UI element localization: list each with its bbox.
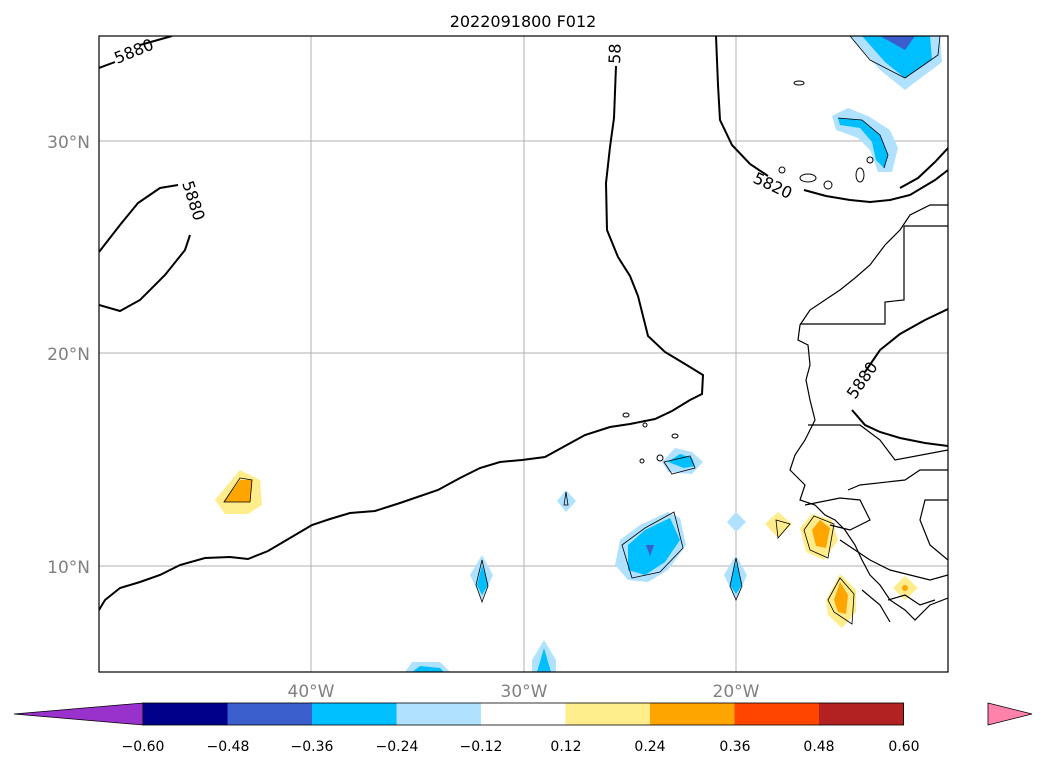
colorbar-tick: −0.60 (122, 739, 165, 755)
colorbar-tick: 0.48 (803, 739, 834, 755)
colorbar-tick: −0.36 (291, 739, 334, 755)
colorbar-segment (819, 703, 904, 725)
colorbar-segment (565, 703, 651, 725)
anomaly-shading (215, 36, 942, 672)
colorbar-segment (734, 703, 820, 725)
colorbar-tick-labels: −0.60 −0.48 −0.36 −0.24 −0.12 0.12 0.24 … (122, 739, 920, 755)
colorbar: −0.60 −0.48 −0.36 −0.24 −0.12 0.12 0.24 … (13, 702, 1033, 755)
longitude-labels: 40°W 30°W 20°W (288, 682, 760, 702)
colorbar-tick: −0.48 (207, 739, 250, 755)
colorbar-tick: −0.12 (460, 739, 503, 755)
colorbar-segment (650, 703, 735, 725)
colorbar-tick: 0.36 (719, 739, 750, 755)
colorbar-segment (481, 703, 566, 725)
contour-label: 58 (605, 43, 625, 64)
colorbar-segment (312, 703, 397, 725)
colorbar-segment (227, 703, 313, 725)
lon-label: 30°W (501, 682, 548, 702)
colorbar-tick: 0.12 (550, 739, 581, 755)
colorbar-tick: −0.24 (376, 739, 419, 755)
lon-label: 40°W (288, 682, 335, 702)
coastlines (789, 204, 948, 623)
islands (622, 80, 874, 464)
colorbar-tick: 0.24 (634, 739, 665, 755)
colorbar-outline (142, 702, 904, 726)
lat-label: 10°N (47, 558, 90, 578)
colorbar-segment (396, 703, 482, 725)
anomaly-contour-lines (223, 36, 941, 625)
map-frame (98, 35, 949, 673)
lat-label: 30°N (47, 133, 90, 153)
colorbar-low-extension (13, 702, 144, 726)
height-contours (99, 36, 948, 611)
lat-label: 20°N (47, 345, 90, 365)
colorbar-high-extension (987, 702, 1033, 726)
map-plot-area (99, 36, 948, 672)
latitude-labels: 30°N 20°N 10°N (47, 133, 90, 578)
gridlines (99, 36, 948, 672)
colorbar-tick: 0.60 (888, 739, 919, 755)
figure-title: 2022091800 F012 (450, 12, 597, 31)
colorbar-segments (142, 702, 904, 726)
colorbar-segment (143, 703, 228, 725)
lon-label: 20°W (713, 682, 760, 702)
